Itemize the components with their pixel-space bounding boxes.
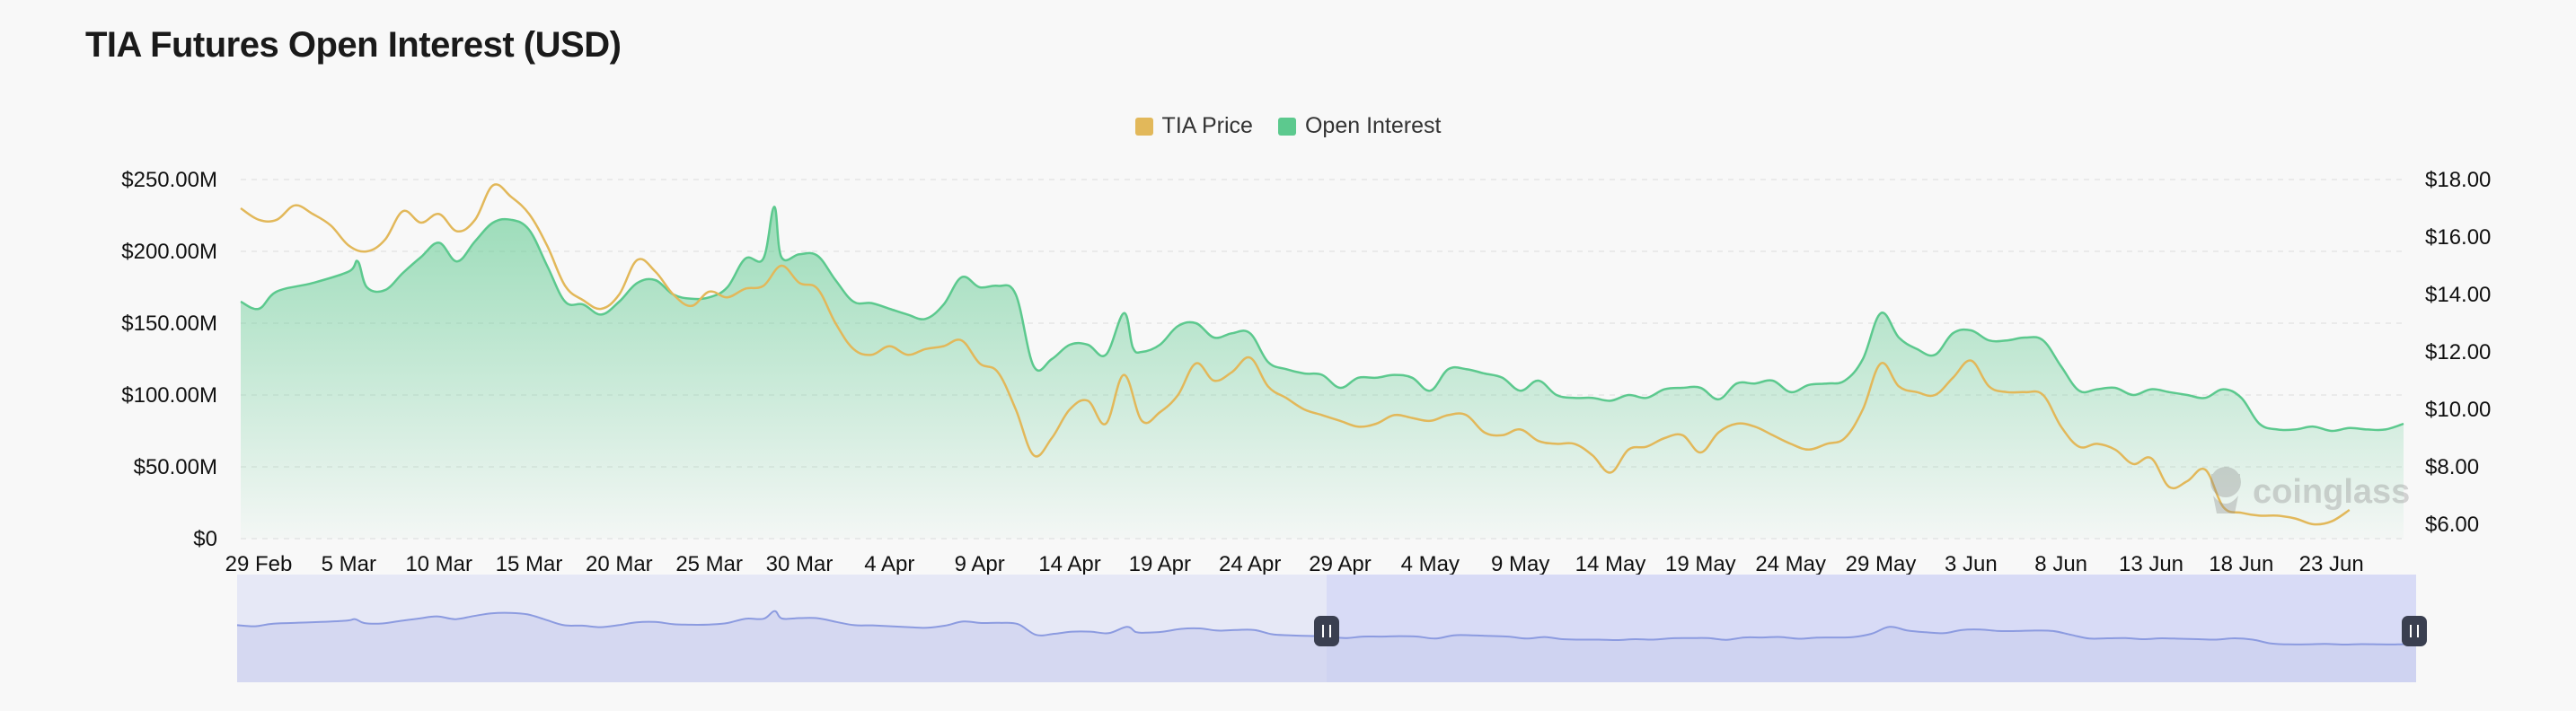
x-tick-label: 24 Apr (1219, 552, 1281, 576)
navigator-area (237, 610, 2416, 682)
x-tick-label: 10 Mar (405, 552, 472, 576)
left-tick-label: $50.00M (134, 455, 217, 479)
legend-label-open-interest: Open Interest (1304, 113, 1442, 138)
x-tick-label: 4 Apr (864, 552, 914, 576)
right-tick-label: $8.00 (2425, 455, 2479, 479)
x-tick-label: 24 May (1755, 552, 1826, 576)
x-tick-label: 9 Apr (955, 552, 1005, 576)
open-interest-series (240, 206, 2404, 539)
x-tick-label: 23 Jun (2299, 552, 2364, 576)
x-tick-label: 15 Mar (496, 552, 563, 576)
right-tick-label: $16.00 (2425, 225, 2491, 250)
x-tick-label: 14 Apr (1038, 552, 1100, 576)
x-tick-label: 14 May (1575, 552, 1646, 576)
open-interest-area (241, 206, 2404, 539)
x-tick-label: 29 May (1846, 552, 1917, 576)
x-tick-label: 4 May (1401, 552, 1460, 576)
chart-legend: TIA Price Open Interest (0, 113, 2576, 139)
right-y-axis: $6.00 $8.00 $10.00 $12.00 $14.00 $16.00 $18.00 (2425, 168, 2491, 537)
x-tick-label: 29 Feb (225, 552, 293, 576)
legend-item-price[interactable]: TIA Price (1134, 113, 1253, 139)
x-tick-label: 19 Apr (1129, 552, 1191, 576)
x-tick-label: 5 Mar (322, 552, 376, 576)
x-tick-label: 18 Jun (2209, 552, 2273, 576)
navigator-left-handle[interactable] (1314, 616, 1339, 646)
right-tick-label: $6.00 (2425, 513, 2479, 537)
x-tick-label: 19 May (1665, 552, 1736, 576)
left-tick-label: $100.00M (121, 383, 217, 408)
left-tick-label: $150.00M (121, 312, 217, 336)
x-tick-label: 20 Mar (586, 552, 653, 576)
range-navigator[interactable] (236, 575, 2427, 682)
right-tick-label: $10.00 (2425, 398, 2491, 422)
page-title: TIA Futures Open Interest (USD) (85, 25, 622, 65)
right-tick-label: $18.00 (2425, 168, 2491, 192)
right-tick-label: $12.00 (2425, 340, 2491, 364)
price-legend-swatch (1134, 117, 1153, 136)
price-series (240, 183, 2351, 526)
legend-label-price: TIA Price (1161, 113, 1253, 138)
x-tick-label: 29 Apr (1309, 552, 1371, 576)
watermark-logo-icon (2210, 467, 2241, 514)
x-tick-label: 8 Jun (2034, 552, 2087, 576)
legend-item-open-interest[interactable]: Open Interest (1277, 113, 1442, 139)
left-tick-label: $200.00M (121, 240, 217, 264)
right-tick-label: $14.00 (2425, 283, 2491, 307)
watermark-text: coinglass (2253, 473, 2410, 511)
x-tick-label: 30 Mar (766, 552, 834, 576)
x-tick-label: 25 Mar (675, 552, 743, 576)
left-y-axis: $0 $50.00M $100.00M $150.00M $200.00M $250.00… (121, 168, 217, 551)
left-tick-label: $0 (193, 527, 217, 551)
x-tick-label: 3 Jun (1945, 552, 1998, 576)
x-tick-label: 13 Jun (2119, 552, 2183, 576)
x-tick-label: 9 May (1491, 552, 1549, 576)
oi-legend-swatch (1277, 117, 1296, 136)
price-line (240, 183, 2351, 526)
left-tick-label: $250.00M (121, 168, 217, 192)
open-interest-line (240, 206, 2404, 433)
navigator-right-handle[interactable] (2402, 616, 2427, 646)
coinglass-watermark: coinglass (2210, 467, 2410, 514)
x-axis: 29 Feb 5 Mar 10 Mar 15 Mar 20 Mar 25 Mar 30 Ma… (225, 552, 2364, 576)
